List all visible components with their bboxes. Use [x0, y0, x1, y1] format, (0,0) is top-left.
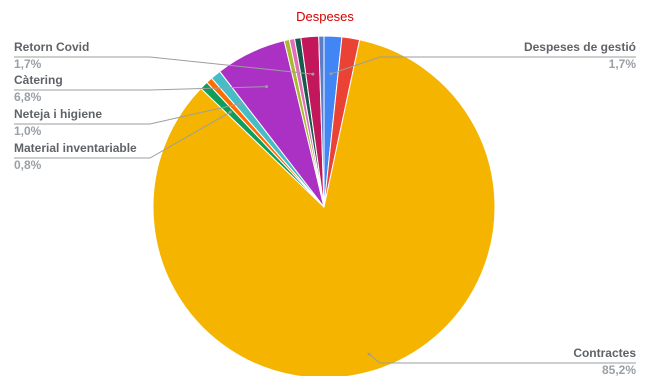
slice-label-despeses-de-gestio: Despeses de gestió: [524, 40, 636, 54]
slice-label-contractes: Contractes: [573, 346, 636, 360]
leader-line-material-inventariable: [14, 111, 231, 159]
pie-slice-12: [318, 35, 325, 208]
leader-line-retorn-covid: [14, 56, 313, 75]
slice-value-neteja-i-higiene: 1,0%: [14, 124, 42, 138]
pie-labels: Despeses de gestió 1,7% Contractes 85,2% Mat…: [14, 40, 636, 376]
chart-title: Despeses: [296, 9, 354, 24]
slice-label-retorn-covid: Retorn Covid: [14, 40, 89, 54]
slice-value-contractes: 85,2%: [602, 363, 636, 376]
slice-label-neteja-i-higiene: Neteja i higiene: [14, 107, 102, 121]
slice-label-catering: Càtering: [14, 73, 63, 87]
slice-value-retorn-covid: 1,7%: [14, 57, 42, 71]
slice-value-material-inventariable: 0,8%: [14, 158, 42, 172]
leader-line-contractes: [368, 353, 636, 364]
slice-value-catering: 6,8%: [14, 90, 42, 104]
leader-line-catering: [14, 86, 267, 91]
slice-label-material-inventariable: Material inventariable: [14, 141, 137, 155]
slice-value-despeses-de-gestio: 1,7%: [609, 57, 637, 71]
leader-line-neteja-i-higiene: [14, 103, 240, 125]
pie-slices: [152, 35, 496, 376]
leader-line-despeses-de-gestio: [330, 56, 636, 75]
pie-slice-contractes: [152, 39, 496, 376]
